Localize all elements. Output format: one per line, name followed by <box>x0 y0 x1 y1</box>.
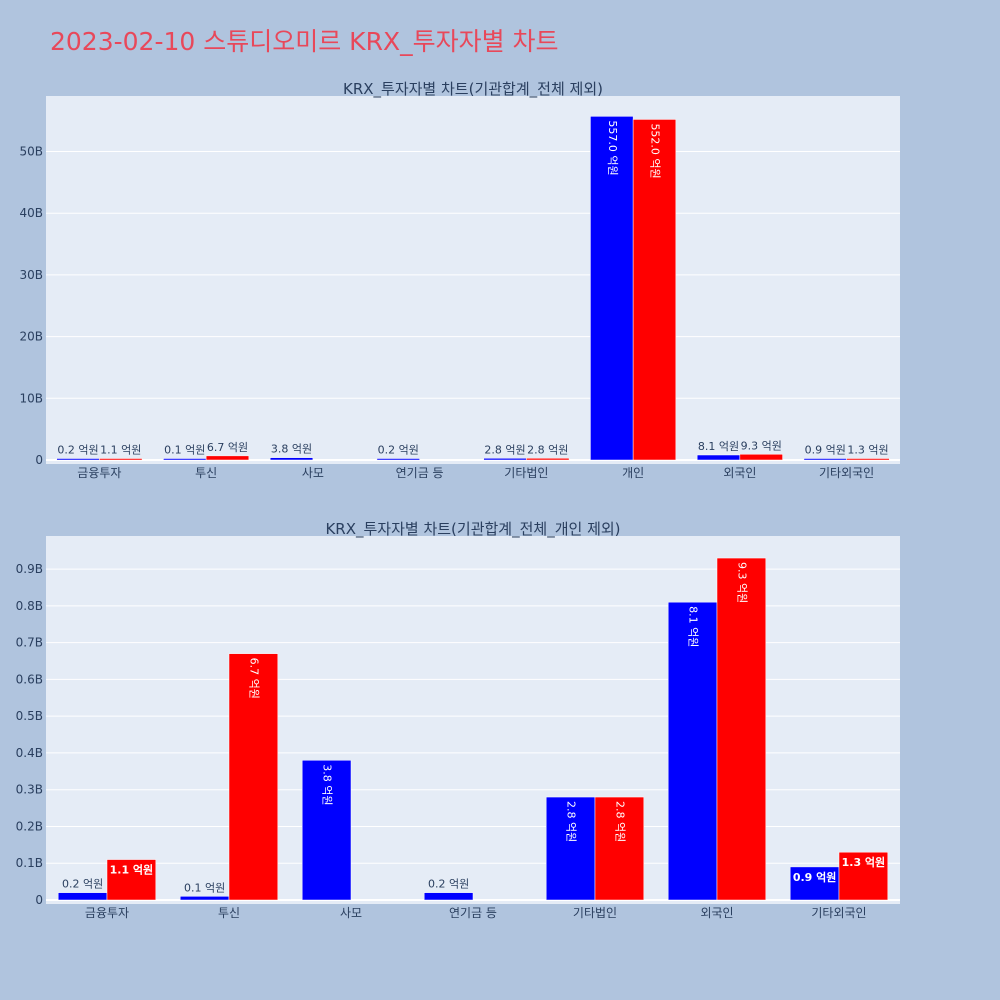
data-label: 3.8 억원 <box>321 764 334 805</box>
plot-area <box>46 536 900 904</box>
bar <box>716 557 767 901</box>
x-tick-label: 사모 <box>340 906 362 920</box>
bar <box>590 116 634 461</box>
data-label: 2.8 억원 <box>613 801 626 842</box>
y-tick-label: 10B <box>19 391 43 405</box>
x-tick-label: 외국인 <box>723 466 756 480</box>
data-label: 8.1 억원 <box>698 440 739 453</box>
bar <box>739 454 783 461</box>
data-label: 2.8 억원 <box>565 801 578 842</box>
data-label: 1.3 억원 <box>842 855 886 869</box>
x-tick-label: 개인 <box>622 466 644 480</box>
data-label: 0.1 억원 <box>164 444 205 457</box>
bar <box>846 458 890 461</box>
y-tick-label: 50B <box>19 145 43 159</box>
y-tick-label: 0.6B <box>16 672 43 686</box>
y-tick-label: 20B <box>19 330 43 344</box>
bar <box>269 457 314 461</box>
data-label: 2.8 억원 <box>527 443 568 456</box>
data-label: 552.0 억원 <box>648 123 661 178</box>
plot-area <box>46 96 900 464</box>
chart-subtitle: KRX_투자자별 차트(기관합계_전체_개인 제외) <box>325 520 620 539</box>
chart-2: 0 0.1B 0.2B 0.3B 0.4B 0.5B 0.6B 0.7B 0.8B 0.9B KRX… <box>16 520 900 920</box>
x-tick-label: 외국인 <box>700 906 733 920</box>
x-tick-label: 투신 <box>195 466 217 480</box>
page-title: 2023-02-10 스튜디오미르 KRX_투자자별 차트 <box>50 27 559 56</box>
data-label: 9.3 억원 <box>735 562 748 603</box>
x-tick-label: 기타법인 <box>504 466 548 480</box>
x-tick-label: 기타법인 <box>573 906 617 920</box>
bar <box>99 458 143 461</box>
y-tick-label: 40B <box>19 206 43 220</box>
y-tick-label: 30B <box>19 268 43 282</box>
data-label: 1.3 억원 <box>847 444 888 457</box>
y-tick-label: 0.2B <box>16 819 43 833</box>
bar <box>106 859 157 901</box>
x-tick-label: 금융투자 <box>85 906 129 920</box>
bar <box>667 601 718 901</box>
bar <box>163 458 207 461</box>
data-label: 1.1 억원 <box>100 444 141 457</box>
bar <box>179 896 230 901</box>
y-tick-label: 0.1B <box>16 856 43 870</box>
data-label: 0.2 억원 <box>57 444 98 457</box>
data-label: 3.8 억원 <box>271 443 312 456</box>
y-tick-label: 0.7B <box>16 636 43 650</box>
data-label: 1.1 억원 <box>110 863 154 877</box>
x-tick-label: 금융투자 <box>77 466 121 480</box>
x-tick-label: 기타외국인 <box>811 906 866 920</box>
data-label: 557.0 억원 <box>606 120 619 175</box>
bar <box>205 455 250 461</box>
x-tick-label: 기타외국인 <box>819 466 874 480</box>
bar <box>838 851 889 901</box>
bar <box>696 454 741 461</box>
data-label: 6.7 억원 <box>207 441 248 454</box>
data-label: 8.1 억원 <box>687 606 700 647</box>
bar <box>632 119 677 461</box>
data-label: 0.9 억원 <box>793 870 837 884</box>
y-tick-label: 0.8B <box>16 599 43 613</box>
data-label: 0.1 억원 <box>184 881 225 894</box>
y-tick-label: 0.4B <box>16 746 43 760</box>
data-label: 0.2 억원 <box>428 878 469 891</box>
bar <box>301 760 352 901</box>
bar <box>57 892 108 901</box>
x-tick-label: 연기금 등 <box>449 906 497 920</box>
y-tick-label: 0 <box>35 453 43 467</box>
data-label: 6.7 억원 <box>247 658 260 699</box>
bar <box>228 653 279 901</box>
data-label: 0.2 억원 <box>378 444 419 457</box>
chart-1: 0 10B 20B 30B 40B 50B KRX_투자자별 차트(기관합계_전체 제외) 금… <box>19 80 900 480</box>
x-tick-label: 투신 <box>218 906 240 920</box>
data-label: 0.2 억원 <box>62 878 103 891</box>
data-label: 2.8 억원 <box>484 443 525 456</box>
bar <box>803 458 847 461</box>
x-tick-label: 연기금 등 <box>396 466 444 480</box>
bar <box>483 458 527 461</box>
x-tick-label: 사모 <box>302 466 324 480</box>
data-label: 9.3 억원 <box>741 439 782 452</box>
bar <box>526 458 570 461</box>
y-tick-label: 0.9B <box>16 562 43 576</box>
y-tick-label: 0.5B <box>16 709 43 723</box>
y-tick-label: 0.3B <box>16 783 43 797</box>
bar <box>545 796 596 901</box>
data-label: 0.9 억원 <box>805 444 846 457</box>
bar <box>594 796 645 901</box>
chart-subtitle: KRX_투자자별 차트(기관합계_전체 제외) <box>343 80 603 99</box>
y-tick-label: 0 <box>35 893 43 907</box>
bar <box>376 458 420 461</box>
bar <box>56 458 100 461</box>
bar <box>423 892 474 901</box>
